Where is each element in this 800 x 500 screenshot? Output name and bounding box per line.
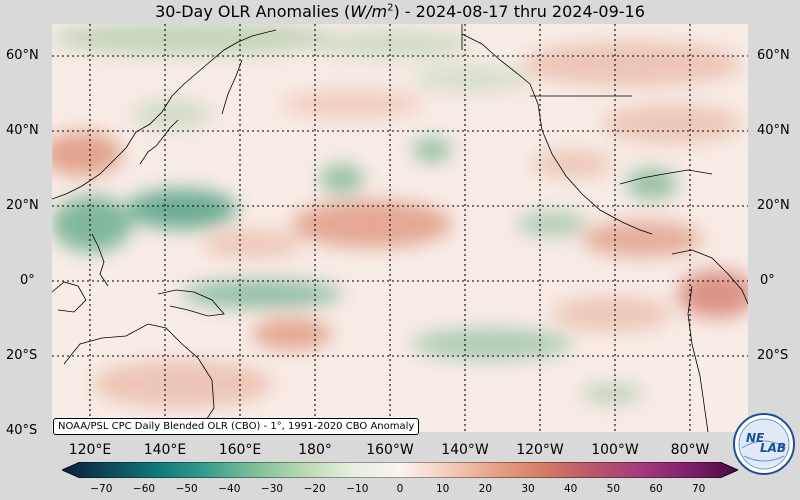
coastlines: [52, 24, 748, 432]
colorbar-tick-label: −20: [303, 483, 326, 495]
south-america-west-coast: [687, 285, 709, 432]
anomaly-field: [52, 24, 748, 408]
colorbar-tick-label: −10: [346, 483, 369, 495]
logo-text-top: NE: [746, 431, 765, 445]
gulf-coast: [619, 169, 713, 185]
colorbar-tick-label: 70: [691, 483, 706, 495]
south-america-coast: [671, 249, 748, 305]
graticule: [52, 24, 748, 432]
lon-label: 100°W: [591, 442, 639, 458]
lon-label: 140°W: [441, 442, 489, 458]
colorbar-tick-label: 40: [563, 483, 578, 495]
lat-label-left: 20°N: [6, 198, 39, 213]
lat-label-right: 40°N: [757, 123, 790, 138]
colorbar-tick-label: 10: [435, 483, 450, 495]
lat-label-left: 40°S: [6, 423, 38, 438]
colorbar-tick-label: 20: [478, 483, 493, 495]
lon-label: 180°: [298, 442, 332, 458]
colorbar-tick-label: −70: [90, 483, 113, 495]
borneo-coast: [52, 281, 87, 313]
lat-label-left: 40°N: [6, 123, 39, 138]
colorbar-tick-label: −30: [260, 483, 284, 495]
lat-label-right: 60°N: [757, 48, 790, 63]
lat-label-left: 20°S: [6, 348, 38, 363]
logo-text-bottom: LAB: [760, 441, 786, 455]
lon-label: 160°W: [366, 442, 414, 458]
colorbar-tick-label: −40: [218, 483, 241, 495]
colorbar-ramp: [62, 462, 738, 478]
lat-label-right: 20°S: [757, 348, 789, 363]
colorbar-tick-label: 0: [396, 483, 404, 495]
lat-label-right: 0°: [760, 273, 775, 288]
asia-coast: [52, 29, 277, 200]
lon-label: 120°W: [516, 442, 564, 458]
lon-label: 140°E: [143, 442, 187, 458]
colorbar-tick-label: 30: [521, 483, 535, 495]
data-source-credit: NOAA/PSL CPC Daily Blended OLR (CBO) - 1…: [53, 418, 420, 435]
colorbar-tick-label: −60: [132, 483, 156, 495]
north-america-coast: [529, 83, 653, 235]
philippines-coast: [91, 233, 109, 287]
new-guinea-coast: [157, 289, 225, 317]
colorbar: [62, 462, 738, 478]
olr-anomaly-map: [52, 24, 748, 432]
australia-coast: [63, 323, 215, 427]
map-title: 30-Day OLR Anomalies (W/m2) - 2024-08-17…: [155, 2, 645, 21]
noaa-psl-globe-logo: NE LAB: [733, 413, 795, 475]
lat-label-left: 60°N: [6, 48, 39, 63]
lon-label: 80°W: [670, 442, 710, 458]
japan-coast: [139, 119, 179, 165]
alaska-coast: [461, 33, 531, 85]
colorbar-tick-label: 60: [649, 483, 663, 495]
lat-label-left: 0°: [20, 273, 35, 288]
lon-label: 120°E: [68, 442, 112, 458]
kamchatka-coast: [221, 59, 243, 115]
lat-label-right: 20°N: [757, 198, 790, 213]
lon-label: 160°E: [218, 442, 262, 458]
colorbar-tick-label: −50: [175, 483, 198, 495]
colorbar-tick-label: 50: [606, 483, 621, 495]
